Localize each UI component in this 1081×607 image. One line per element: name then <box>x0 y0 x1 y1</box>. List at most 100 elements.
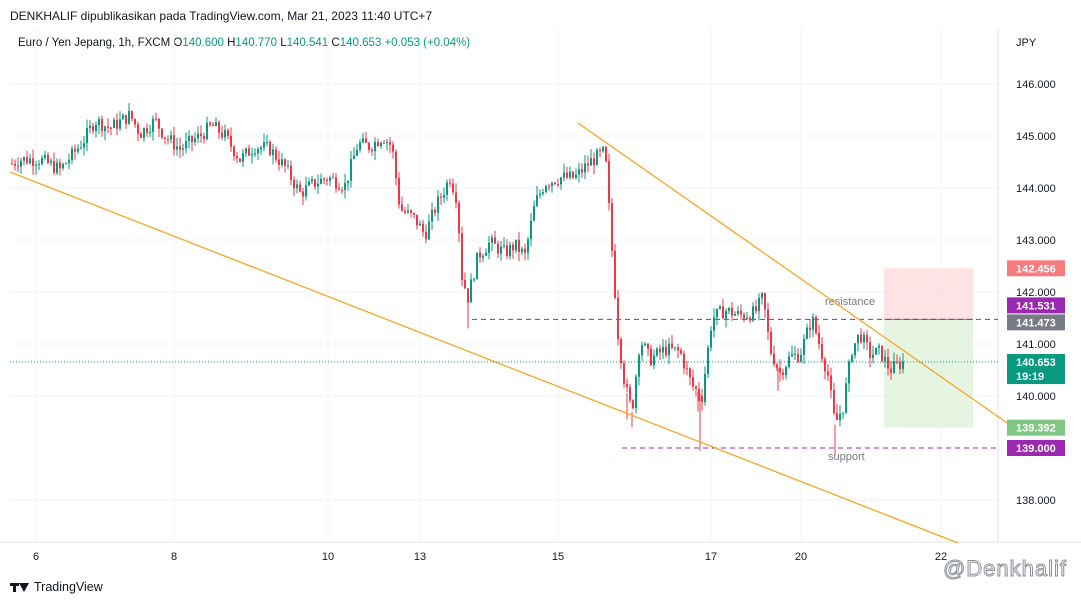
resistance-annotation: resistance <box>825 296 875 308</box>
candle-body <box>671 343 673 348</box>
candle-up <box>503 237 505 249</box>
candle-down <box>614 243 616 300</box>
candle-body <box>14 163 16 166</box>
candle-body <box>245 148 247 154</box>
candle-down <box>743 312 745 323</box>
candle-up <box>476 252 478 280</box>
candle-body <box>566 172 568 178</box>
candle-body <box>278 159 280 165</box>
candle-down <box>179 137 181 158</box>
candle-down <box>749 315 751 324</box>
candle-body <box>797 353 799 362</box>
high-label: H <box>227 37 236 49</box>
candle-body <box>800 354 802 362</box>
candle-up <box>263 133 265 152</box>
candle-up <box>791 345 793 358</box>
candle-body <box>482 255 484 258</box>
symbol-info-bar[interactable]: Euro / Yen Jepang, 1h, FXCM O140.600 H14… <box>18 37 470 49</box>
candle-up <box>119 111 121 131</box>
candle-up <box>431 202 433 231</box>
candle-body <box>887 356 889 369</box>
candle-body <box>35 164 37 166</box>
candle-down <box>518 231 520 262</box>
candle-up <box>260 145 262 156</box>
candle-body <box>503 245 505 247</box>
candle-body <box>605 146 607 162</box>
candle-body <box>464 280 466 289</box>
candle-body <box>746 317 748 319</box>
candle-up <box>38 160 40 171</box>
price-label-text: 139.392 <box>1016 423 1056 435</box>
candle-down <box>53 152 55 176</box>
candle-down <box>506 239 508 259</box>
candle-up <box>674 346 676 352</box>
candle-up <box>77 144 79 155</box>
candle-body <box>467 288 469 303</box>
candle-body <box>581 169 583 173</box>
candle-up <box>254 148 256 158</box>
low-value: 140.541 <box>286 37 329 49</box>
candle-body <box>653 355 655 366</box>
candle-down <box>161 128 163 140</box>
candle-body <box>527 239 529 253</box>
candle-up <box>707 345 709 379</box>
candle-body <box>626 383 628 388</box>
candle-down <box>770 326 772 356</box>
candle-up <box>374 136 376 161</box>
candle-up <box>386 138 388 151</box>
candle-down <box>401 196 403 212</box>
x-tick-label: 22 <box>935 551 947 563</box>
candle-up <box>569 166 571 180</box>
candle-up <box>245 147 247 158</box>
candle-body <box>146 128 148 134</box>
candle-body <box>767 309 769 332</box>
candle-up <box>893 352 895 374</box>
candle-body <box>632 400 634 408</box>
candle-body <box>242 153 244 162</box>
candle-body <box>50 161 52 163</box>
candle-down <box>338 182 340 191</box>
candle-body <box>353 155 355 159</box>
candle-body <box>860 334 862 343</box>
candle-body <box>572 171 574 178</box>
candle-down <box>107 118 109 134</box>
candle-body <box>485 252 487 256</box>
candle-body <box>731 307 733 316</box>
candle-up <box>635 374 637 414</box>
candle-body <box>758 297 760 312</box>
candle-body <box>23 157 25 161</box>
candle-body <box>371 149 373 152</box>
candle-up <box>68 153 70 170</box>
candle-down <box>821 337 823 363</box>
candle-up <box>83 136 85 156</box>
candle-body <box>335 177 337 189</box>
candle-body <box>197 133 199 139</box>
candle-up <box>206 116 208 141</box>
candle-body <box>344 182 346 191</box>
candle-up <box>197 126 199 144</box>
candle-body <box>170 135 172 140</box>
candle-up <box>725 308 727 328</box>
candle-body <box>323 178 325 180</box>
candle-up <box>584 155 586 180</box>
candle-down <box>869 336 871 368</box>
candle-body <box>53 161 55 173</box>
candle-down <box>689 367 691 386</box>
candle-up <box>812 313 814 338</box>
candle-up <box>509 241 511 260</box>
upper-trendline <box>577 122 1011 426</box>
candle-down <box>680 347 682 356</box>
candle-up <box>122 113 124 120</box>
candle-down <box>797 348 799 364</box>
candle-up <box>596 147 598 166</box>
candle-down <box>686 361 688 376</box>
candle-up <box>407 203 409 215</box>
candle-body <box>818 332 820 345</box>
candle-down <box>767 302 769 341</box>
candle-up <box>719 304 721 310</box>
candle-body <box>833 390 835 414</box>
tradingview-footer[interactable]: TradingView <box>10 580 103 594</box>
price-label-text: 139.000 <box>1016 443 1056 455</box>
candle-body <box>308 181 310 186</box>
